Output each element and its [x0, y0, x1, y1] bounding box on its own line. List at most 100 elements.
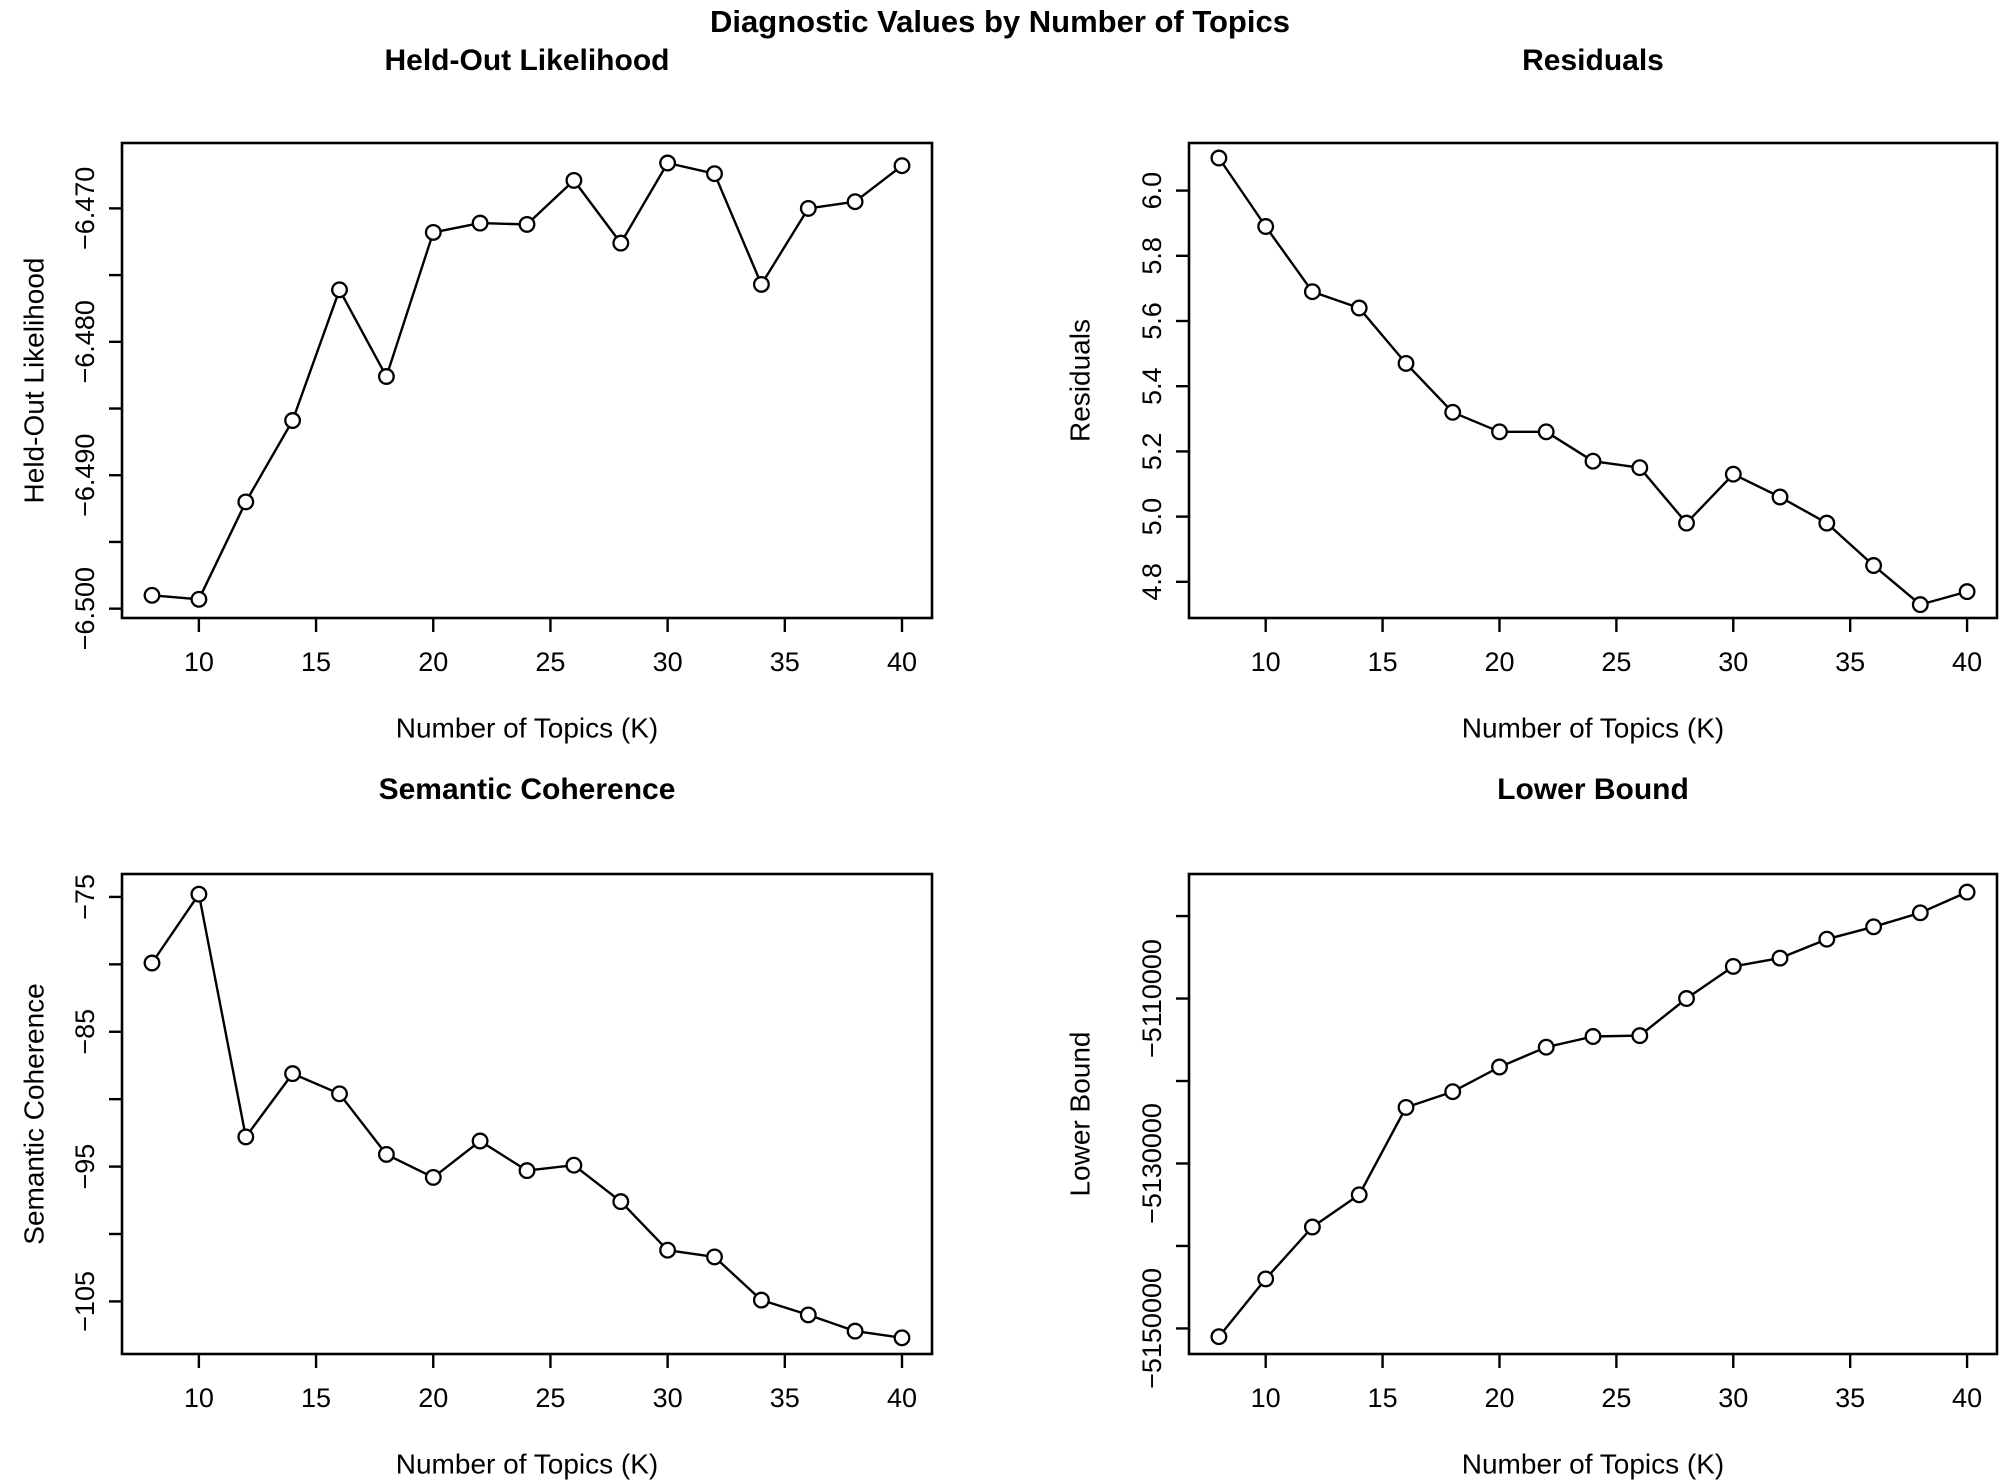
- data-point: [1724, 957, 1742, 975]
- x-axis-label: Number of Topics (K): [1462, 1448, 1724, 1479]
- x-tick-label: 10: [1251, 1383, 1281, 1413]
- y-tick-label: −85: [70, 1009, 100, 1055]
- x-tick-label: 40: [1952, 1383, 1982, 1413]
- y-tick-label: −5150000: [1137, 1268, 1167, 1389]
- data-point: [237, 493, 255, 511]
- x-tick-label: 15: [301, 647, 331, 677]
- data-point: [1491, 423, 1508, 441]
- data-point: [1818, 514, 1836, 532]
- x-axis-label: Number of Topics (K): [1462, 712, 1724, 743]
- y-tick-label: 6.0: [1137, 172, 1167, 210]
- y-tick-label: −5110000: [1137, 939, 1167, 1058]
- data-point: [1537, 423, 1555, 441]
- data-point: [1303, 283, 1321, 301]
- data-point: [471, 1132, 489, 1150]
- y-axis-label: Lower Bound: [1064, 1031, 1095, 1196]
- panel-residuals: Residuals 10 15 20 25 30 35 40 Number of Topics …: [1064, 44, 1999, 743]
- panel-title: Held-Out Likelihood: [385, 44, 670, 77]
- panel-title: Lower Bound: [1497, 773, 1689, 806]
- data-point: [846, 193, 864, 211]
- data-point: [659, 154, 677, 172]
- x-tick-label: 10: [1251, 647, 1281, 677]
- x-axis-label: Number of Topics (K): [396, 1448, 658, 1479]
- data-point: [1911, 596, 1929, 614]
- y-tick-label: 5.0: [1137, 498, 1167, 536]
- y-axis-label: Semantic Coherence: [18, 983, 49, 1244]
- x-tick-label: 25: [1601, 647, 1631, 677]
- x-tick-label: 40: [887, 647, 917, 677]
- data-point: [1818, 930, 1836, 948]
- y-tick-label: −6.480: [70, 300, 100, 383]
- series-line: [1217, 890, 1969, 1338]
- x-tick-label: 10: [184, 1383, 214, 1413]
- data-point: [1865, 918, 1883, 936]
- x-tick-label: 25: [1601, 1383, 1631, 1413]
- x-tick-label: 15: [301, 1383, 331, 1413]
- y-tick-label: −75: [70, 874, 100, 920]
- x-tick-label: 30: [1718, 1383, 1748, 1413]
- data-point: [143, 586, 161, 604]
- data-point: [190, 590, 208, 608]
- data-point: [1444, 403, 1462, 421]
- data-point: [1210, 1328, 1228, 1346]
- y-tick-label: 4.8: [1137, 563, 1167, 601]
- data-point: [377, 1145, 395, 1163]
- panel-held-out-likelihood: Held-Out Likelihood 10 15 20 25 30 35 40 Number …: [18, 44, 934, 743]
- data-point: [1491, 1058, 1508, 1076]
- x-tick-label: 35: [770, 647, 800, 677]
- data-point: [1257, 218, 1275, 235]
- data-point: [846, 1322, 864, 1340]
- x-tick-label: 20: [1484, 647, 1514, 677]
- data-point: [1631, 1027, 1649, 1045]
- data-point: [1865, 557, 1883, 574]
- data-point: [190, 885, 208, 903]
- data-point: [1397, 1098, 1415, 1116]
- x-axis-label: Number of Topics (K): [396, 712, 658, 743]
- data-point: [518, 1162, 536, 1180]
- data-point: [331, 281, 348, 299]
- y-axis-label: Held-Out Likelihood: [18, 258, 49, 504]
- data-point: [284, 1065, 302, 1083]
- data-point: [799, 199, 817, 217]
- y-axis-label: Residuals: [1064, 319, 1095, 442]
- y-tick-label: −6.500: [70, 567, 100, 650]
- x-tick-label: 20: [418, 1383, 448, 1413]
- x-tick-label: 30: [1718, 647, 1748, 677]
- data-point: [706, 1248, 723, 1266]
- data-point: [893, 157, 911, 175]
- y-tick-label: −5130000: [1137, 1103, 1167, 1224]
- data-point: [1584, 452, 1602, 470]
- x-tick-label: 10: [184, 647, 214, 677]
- panel-title: Residuals: [1522, 44, 1664, 77]
- data-point: [752, 1291, 770, 1309]
- y-tick-label: −105: [70, 1271, 100, 1332]
- data-point: [143, 954, 161, 972]
- x-tick-label: 35: [1835, 647, 1865, 677]
- x-tick-label: 30: [653, 647, 683, 677]
- data-point: [1210, 149, 1228, 167]
- data-point: [1911, 904, 1929, 922]
- y-tick-label: 5.2: [1137, 433, 1167, 471]
- x-tick-label: 15: [1368, 647, 1398, 677]
- panel-semantic-coherence: Semantic Coherence 10 15 20 25 30 35 40 Number o…: [18, 773, 934, 1479]
- data-point: [284, 412, 302, 429]
- plot-frame: [1187, 141, 1999, 620]
- data-point: [237, 1128, 255, 1146]
- data-point: [1724, 465, 1742, 483]
- data-point: [565, 1156, 583, 1174]
- data-point: [518, 215, 536, 233]
- data-point: [612, 234, 630, 252]
- y-tick-label: 5.6: [1137, 302, 1167, 340]
- x-tick-label: 20: [418, 647, 448, 677]
- data-point: [1678, 514, 1695, 532]
- x-tick-label: 40: [1952, 647, 1982, 677]
- data-point: [1303, 1218, 1321, 1236]
- x-tick-label: 35: [1835, 1383, 1865, 1413]
- data-point: [659, 1241, 677, 1259]
- data-point: [893, 1329, 911, 1347]
- y-tick-label: −6.490: [70, 434, 100, 517]
- x-tick-label: 25: [535, 1383, 565, 1413]
- x-tick-label: 30: [653, 1383, 683, 1413]
